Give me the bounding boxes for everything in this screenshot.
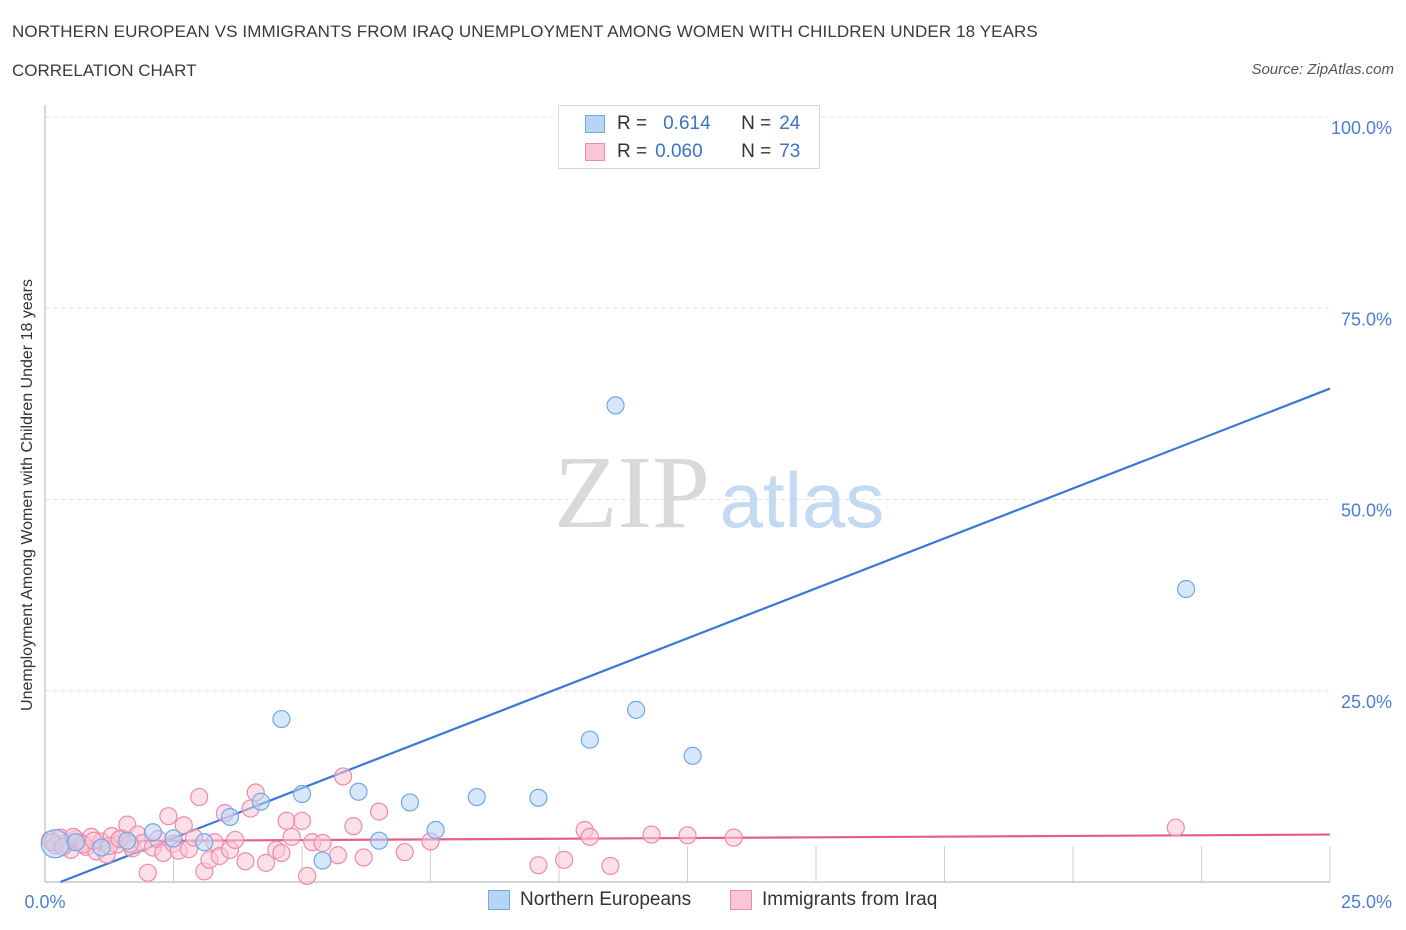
point-northern-european (370, 831, 389, 850)
point-immigrant-iraq (159, 807, 178, 826)
point-immigrant-iraq (354, 848, 373, 867)
watermark: ZIP atlas (554, 435, 884, 550)
point-northern-european (467, 787, 486, 807)
point-northern-european (606, 396, 625, 415)
grid-layer (45, 116, 1330, 692)
point-northern-european (580, 730, 599, 749)
point-northern-european (683, 746, 702, 765)
point-immigrant-iraq (292, 811, 312, 830)
legend-n-value: 73 (779, 141, 801, 162)
point-immigrant-iraq (298, 866, 317, 885)
legend-swatch-blue (488, 890, 510, 910)
point-immigrant-iraq (190, 787, 209, 807)
point-northern-european (272, 709, 291, 729)
point-immigrant-iraq (724, 828, 743, 847)
point-immigrant-iraq (282, 827, 301, 846)
point-immigrant-iraq (272, 843, 291, 863)
point-immigrant-iraq (1166, 818, 1185, 837)
point-northern-european (118, 831, 137, 850)
point-immigrant-iraq (138, 863, 157, 882)
x-tick-label: 0.0% (24, 892, 65, 912)
y-tick-label: 50.0% (1341, 501, 1392, 521)
legend-label: Immigrants from Iraq (762, 889, 938, 910)
chart-subtitle: CORRELATION CHART (12, 61, 197, 80)
point-immigrant-iraq (313, 833, 332, 853)
point-northern-european (626, 700, 646, 719)
point-northern-european (1176, 579, 1196, 599)
chart-title: NORTHERN EUROPEAN VS IMMIGRANTS FROM IRA… (12, 22, 1038, 41)
legend-r-label: R = (617, 113, 648, 134)
point-northern-european (251, 792, 270, 811)
point-northern-european (529, 788, 548, 807)
point-immigrant-iraq (236, 852, 255, 871)
y-tick-label: 25.0% (1341, 692, 1392, 712)
point-northern-european (400, 793, 420, 812)
point-northern-european (143, 823, 163, 842)
trendline-northern-europeans (60, 387, 1331, 884)
legend-swatch-pink (585, 143, 605, 161)
legend-row-immigrants-iraq: R = 0.060 N = 73 (585, 138, 800, 166)
legend-swatch-pink (730, 890, 752, 910)
y-tick-label: 100.0% (1331, 118, 1392, 138)
point-northern-european (92, 838, 111, 857)
point-northern-european (195, 833, 214, 852)
legend-r-label: R = (617, 141, 648, 162)
point-immigrant-iraq (580, 827, 599, 846)
point-northern-european (220, 807, 240, 827)
point-immigrant-iraq (334, 767, 353, 786)
point-northern-european (292, 784, 312, 804)
legend-r-value: 0.614 (663, 113, 711, 134)
points-layer (40, 108, 1196, 885)
legend-n-label: N = (741, 113, 772, 134)
tick-label-layer: 100.0% 75.0% 50.0% 25.0% 0.0% 25.0% (24, 118, 1392, 912)
watermark-atlas: atlas (720, 456, 885, 544)
point-immigrant-iraq (226, 830, 245, 850)
point-immigrant-iraq (555, 850, 574, 869)
legend-n-value: 24 (779, 113, 801, 134)
x-tick-label: 25.0% (1341, 892, 1392, 912)
series-legend: Northern Europeans Immigrants from Iraq (0, 889, 1406, 917)
point-northern-european (66, 833, 85, 852)
point-northern-european (426, 820, 445, 840)
point-immigrant-iraq (328, 846, 348, 865)
point-immigrant-iraq (642, 825, 661, 844)
point-northern-european (40, 829, 70, 859)
legend-r-value: 0.060 (655, 141, 703, 162)
legend-swatch-blue (585, 115, 605, 133)
legend-n-label: N = (741, 141, 772, 162)
legend-row-northern-europeans: R = 0.614 N = 24 (585, 110, 800, 138)
point-immigrant-iraq (395, 843, 414, 862)
point-northern-european (313, 851, 332, 870)
y-tick-label: 75.0% (1341, 309, 1392, 329)
point-immigrant-iraq (370, 802, 389, 821)
point-immigrant-iraq (277, 811, 296, 830)
point-immigrant-iraq (601, 856, 620, 876)
point-immigrant-iraq (174, 816, 193, 835)
point-immigrant-iraq (529, 856, 548, 875)
legend-item-immigrants-iraq[interactable]: Immigrants from Iraq (730, 889, 937, 911)
point-northern-european (164, 829, 183, 848)
legend-item-northern-europeans[interactable]: Northern Europeans (488, 889, 691, 911)
legend-label: Northern Europeans (520, 889, 692, 910)
stats-legend: R = 0.614 N = 24 R = 0.060 N = 73 (558, 105, 820, 169)
watermark-zip: ZIP (554, 435, 710, 550)
point-immigrant-iraq (678, 826, 697, 845)
point-immigrant-iraq (344, 817, 363, 836)
point-immigrant-iraq (256, 853, 276, 872)
source-credit: Source: ZipAtlas.com (1251, 61, 1394, 78)
point-northern-european (349, 782, 368, 801)
